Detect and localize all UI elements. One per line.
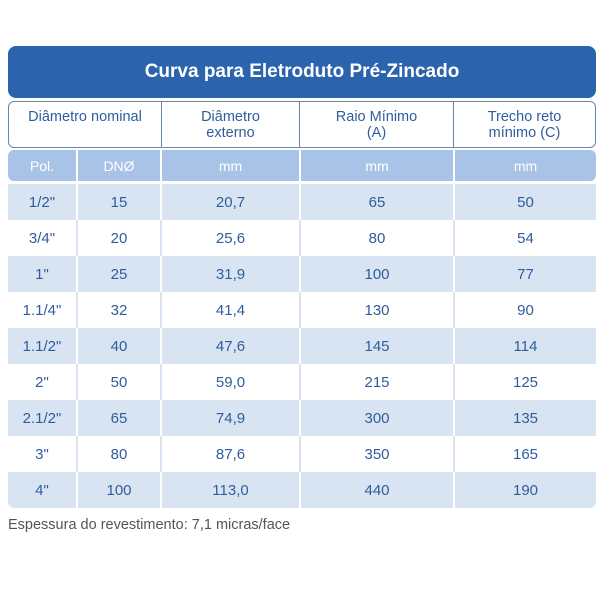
table-cell: 80 (76, 436, 160, 472)
table-cell: 77 (453, 256, 596, 292)
footnote: Espessura do revestimento: 7,1 micras/fa… (8, 517, 291, 533)
table-cell: 350 (299, 436, 453, 472)
table-row: 1/2" 15 20,7 65 50 (8, 184, 596, 220)
table-row: 2" 50 59,0 215 125 (8, 364, 596, 400)
unit-cell: mm (453, 150, 596, 181)
unit-cell: DNØ (76, 150, 160, 181)
table-row: 3/4" 20 25,6 80 54 (8, 220, 596, 256)
table-cell: 135 (453, 400, 596, 436)
table-cell: 113,0 (160, 472, 299, 508)
table-cell: 130 (299, 292, 453, 328)
unit-cell: Pol. (29, 157, 55, 174)
table-row: 1.1/2" 40 47,6 145 114 (8, 328, 596, 364)
table-cell: 15 (76, 184, 160, 220)
table-cell: 20,7 (160, 184, 299, 220)
header-min-radius: Raio Mínimo (A) (299, 102, 453, 147)
table-cell: 1" (35, 265, 49, 283)
header-nominal-diameter: Diâmetro nominal (28, 109, 142, 125)
unit-cell: mm (160, 150, 299, 181)
header-min-straight: Trecho reto mínimo (C) (453, 102, 595, 147)
table-cell: 50 (76, 364, 160, 400)
table-row: 3" 80 87,6 350 165 (8, 436, 596, 472)
table-cell: 90 (453, 292, 596, 328)
table-cell: 40 (76, 328, 160, 364)
table-cell: 31,9 (160, 256, 299, 292)
table-cell: 65 (76, 400, 160, 436)
table-cell: 2.1/2" (22, 409, 62, 427)
table-row: 2.1/2" 65 74,9 300 135 (8, 400, 596, 436)
table-cell: 25 (76, 256, 160, 292)
units-row: Pol. DNØ mm mm mm (8, 150, 596, 181)
table-cell: 41,4 (160, 292, 299, 328)
table-cell: 100 (76, 472, 160, 508)
table-cell: 2" (35, 373, 49, 391)
table-cell: 87,6 (160, 436, 299, 472)
table-cell: 114 (453, 328, 596, 364)
table-cell: 1.1/2" (22, 337, 62, 355)
table-cell: 190 (453, 472, 596, 508)
table-cell: 125 (453, 364, 596, 400)
table-cell: 25,6 (160, 220, 299, 256)
table-row: 1" 25 31,9 100 77 (8, 256, 596, 292)
table-cell: 80 (299, 220, 453, 256)
table-cell: 100 (299, 256, 453, 292)
table-cell: 74,9 (160, 400, 299, 436)
table-cell: 3/4" (28, 229, 56, 247)
table-row: 1.1/4" 32 41,4 130 90 (8, 292, 596, 328)
table-cell: 32 (76, 292, 160, 328)
table-cell: 65 (299, 184, 453, 220)
table-body: 1/2" 15 20,7 65 50 3/4" 20 25,6 80 54 1" 25 31,9 100 7… (8, 184, 596, 508)
header-external-diameter: Diâmetro externo (161, 102, 299, 147)
unit-cell: mm (299, 150, 453, 181)
table-cell: 440 (299, 472, 453, 508)
table-row: 4" 100 113,0 440 190 (8, 472, 596, 508)
table-cell: 215 (299, 364, 453, 400)
table-cell: 47,6 (160, 328, 299, 364)
table-cell: 145 (299, 328, 453, 364)
table-cell: 59,0 (160, 364, 299, 400)
table-cell: 1.1/4" (22, 301, 62, 319)
table-cell: 20 (76, 220, 160, 256)
table-cell: 1/2" (28, 193, 56, 211)
table-cell: 165 (453, 436, 596, 472)
table-cell: 3" (35, 445, 49, 463)
header-row: Diâmetro nominal Diâmetro externo Raio M… (8, 101, 596, 148)
table-cell: 50 (453, 184, 596, 220)
table-cell: 54 (453, 220, 596, 256)
table-cell: 300 (299, 400, 453, 436)
table-title: Curva para Eletroduto Pré-Zincado (8, 46, 596, 98)
table-cell: 4" (35, 481, 49, 499)
